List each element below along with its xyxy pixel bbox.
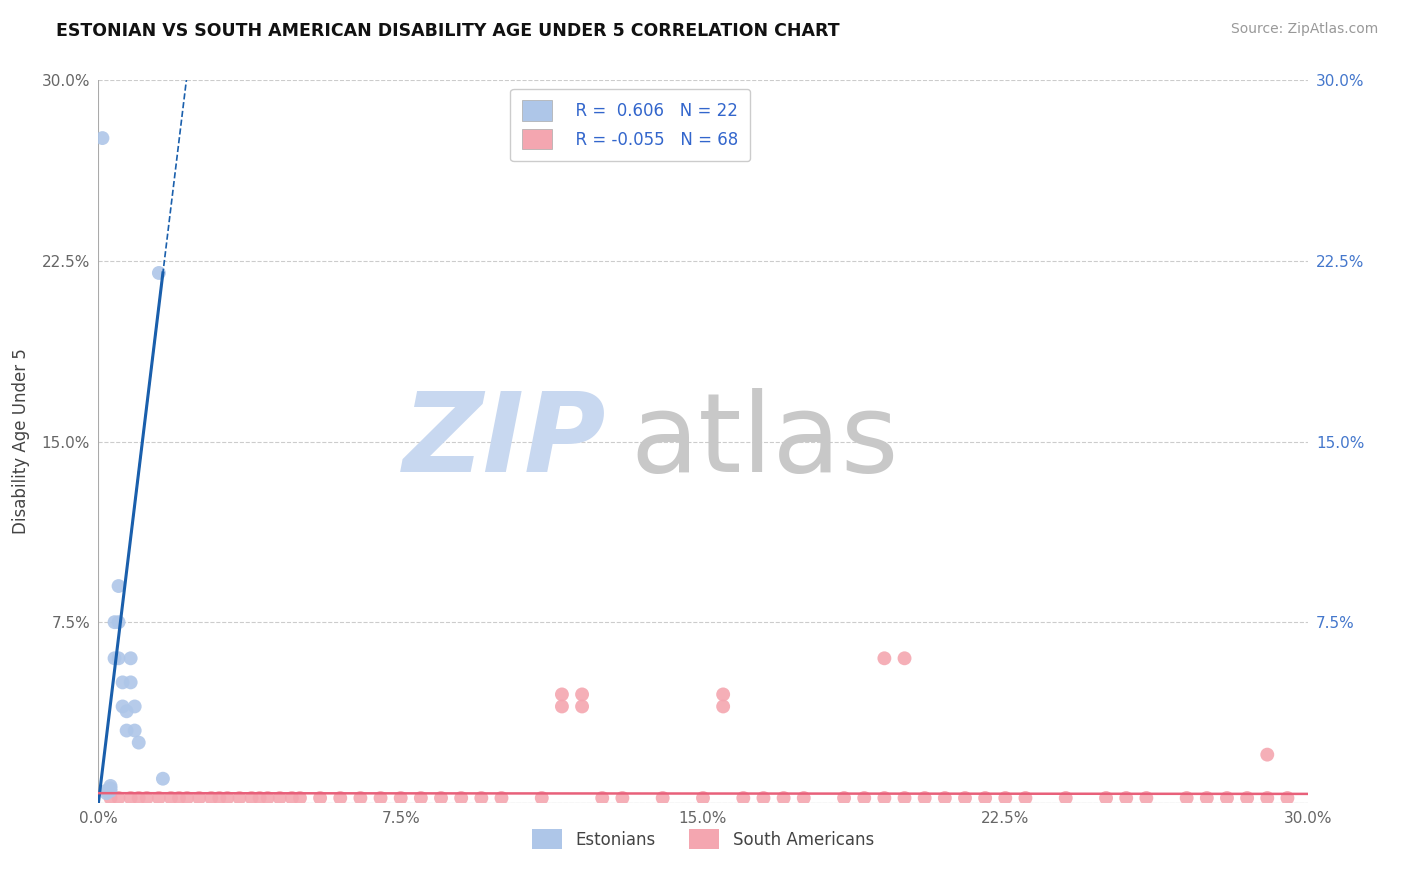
Point <box>256 791 278 805</box>
Point <box>107 615 129 630</box>
Point <box>974 791 997 805</box>
Point <box>711 699 734 714</box>
Point <box>124 723 146 738</box>
Point <box>217 791 239 805</box>
Point <box>893 791 915 805</box>
Text: Source: ZipAtlas.com: Source: ZipAtlas.com <box>1230 22 1378 37</box>
Point <box>124 699 146 714</box>
Point <box>1115 791 1137 805</box>
Point <box>612 791 634 805</box>
Point <box>120 651 142 665</box>
Point <box>107 579 129 593</box>
Point <box>152 772 174 786</box>
Point <box>752 791 775 805</box>
Point <box>853 791 876 805</box>
Point <box>188 791 211 805</box>
Point <box>269 791 291 805</box>
Text: ESTONIAN VS SOUTH AMERICAN DISABILITY AGE UNDER 5 CORRELATION CHART: ESTONIAN VS SOUTH AMERICAN DISABILITY AG… <box>56 22 839 40</box>
Point <box>491 791 513 805</box>
Point <box>120 791 142 805</box>
Point <box>100 791 122 805</box>
Point <box>934 791 956 805</box>
Point <box>160 791 183 805</box>
Point <box>208 791 231 805</box>
Point <box>530 791 553 805</box>
Point <box>91 131 114 145</box>
Point <box>288 791 311 805</box>
Point <box>1054 791 1077 805</box>
Text: atlas: atlas <box>630 388 898 495</box>
Point <box>1195 791 1218 805</box>
Point <box>100 781 122 796</box>
Point <box>100 779 122 793</box>
Point <box>200 791 222 805</box>
Point <box>651 791 673 805</box>
Point <box>148 791 170 805</box>
Point <box>107 791 129 805</box>
Point <box>591 791 613 805</box>
Point <box>1216 791 1239 805</box>
Point <box>115 704 138 718</box>
Point <box>100 784 122 798</box>
Y-axis label: Disability Age Under 5: Disability Age Under 5 <box>13 349 31 534</box>
Point <box>409 791 432 805</box>
Point <box>571 699 593 714</box>
Point <box>115 723 138 738</box>
Point <box>832 791 855 805</box>
Point <box>370 791 392 805</box>
Point <box>176 791 198 805</box>
Point <box>1135 791 1157 805</box>
Point <box>103 651 125 665</box>
Point <box>873 791 896 805</box>
Point <box>1277 791 1299 805</box>
Point <box>120 675 142 690</box>
Point <box>873 651 896 665</box>
Point <box>128 735 150 749</box>
Point <box>107 651 129 665</box>
Point <box>389 791 412 805</box>
Point <box>470 791 492 805</box>
Point <box>96 784 118 798</box>
Point <box>711 687 734 701</box>
Point <box>994 791 1017 805</box>
Point <box>430 791 453 805</box>
Point <box>793 791 815 805</box>
Point <box>571 687 593 701</box>
Point <box>1175 791 1198 805</box>
Point <box>953 791 976 805</box>
Point <box>167 791 190 805</box>
Point <box>551 699 574 714</box>
Point <box>772 791 794 805</box>
Point <box>281 791 304 805</box>
Point <box>96 786 118 800</box>
Point <box>450 791 472 805</box>
Point <box>240 791 263 805</box>
Point <box>135 791 157 805</box>
Point <box>228 791 250 805</box>
Point <box>1095 791 1118 805</box>
Point <box>329 791 352 805</box>
Point <box>1236 791 1258 805</box>
Point <box>111 675 134 690</box>
Point <box>914 791 936 805</box>
Point <box>692 791 714 805</box>
Legend: Estonians, South Americans: Estonians, South Americans <box>522 819 884 860</box>
Point <box>1256 747 1278 762</box>
Text: ZIP: ZIP <box>402 388 606 495</box>
Point <box>551 687 574 701</box>
Point <box>111 699 134 714</box>
Point <box>349 791 371 805</box>
Point <box>148 266 170 280</box>
Point <box>103 615 125 630</box>
Point <box>893 651 915 665</box>
Point <box>1014 791 1036 805</box>
Point <box>249 791 271 805</box>
Point <box>733 791 755 805</box>
Point <box>309 791 332 805</box>
Point <box>128 791 150 805</box>
Point <box>1256 791 1278 805</box>
